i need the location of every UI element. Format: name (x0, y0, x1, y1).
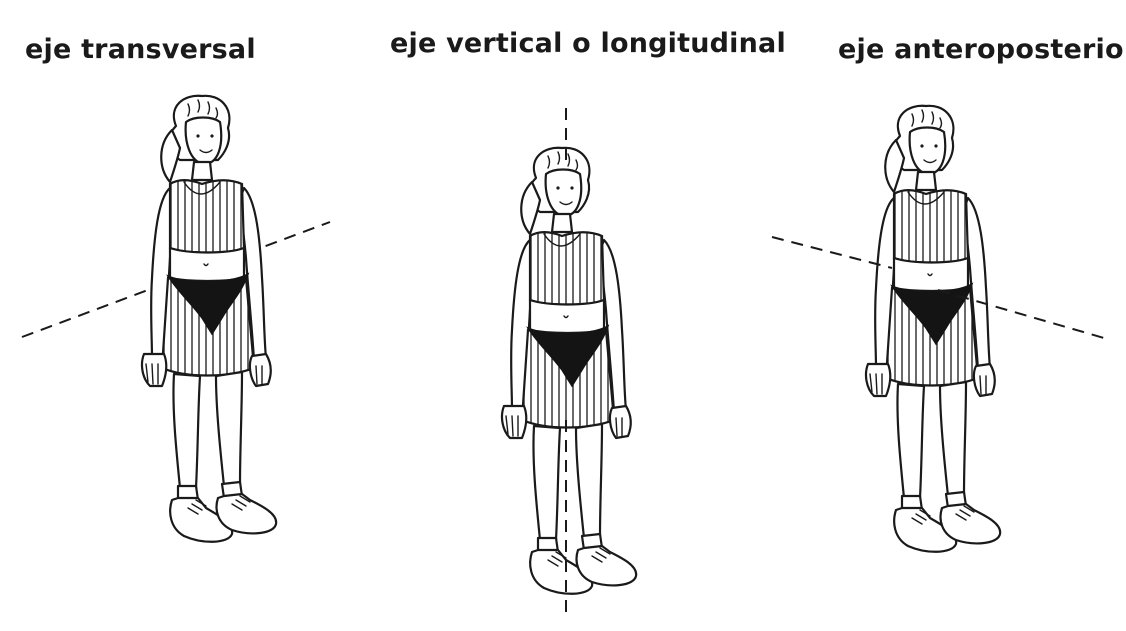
person-figure-left (140, 94, 278, 543)
figure-vertical (500, 108, 638, 620)
label-eje-anteroposterior: eje anteroposterior (838, 34, 1126, 65)
person-figure-middle (500, 146, 638, 595)
axis-anteroposterior-front (937, 289, 1105, 339)
figure-transversal (21, 94, 331, 543)
label-eje-transversal: eje transversal (25, 34, 256, 65)
axis-anteroposterior-back (771, 236, 893, 269)
label-eje-vertical: eje vertical o longitudinal (390, 28, 786, 59)
person-figure-right (864, 104, 1002, 553)
figure-anteroposterior (771, 104, 1105, 553)
